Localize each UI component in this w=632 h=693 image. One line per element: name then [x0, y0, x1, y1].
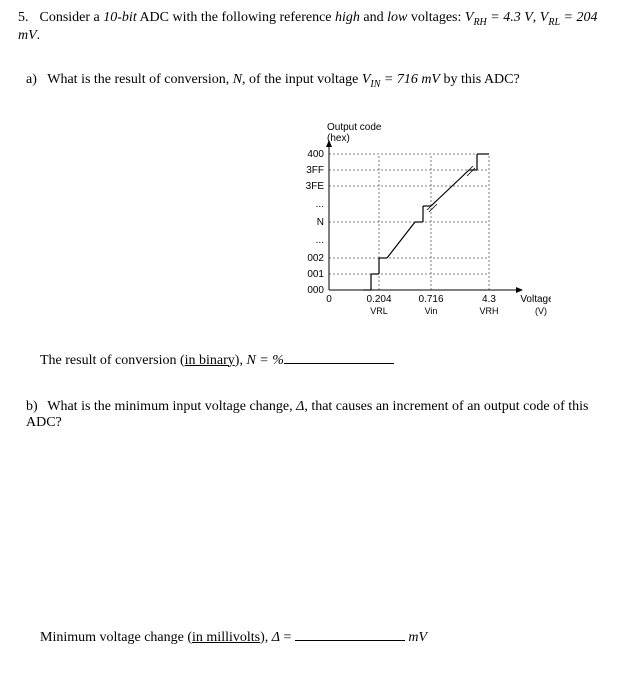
vrh-sub: RH	[473, 17, 486, 28]
xtick-sublabel: VRL	[370, 306, 388, 316]
part-b: b) What is the minimum input voltage cha…	[26, 399, 614, 431]
ytick-label: 3FE	[306, 181, 325, 192]
xtick-sublabel: Vin	[425, 306, 438, 316]
part-a: a) What is the result of conversion, N, …	[26, 72, 614, 90]
period: .	[37, 28, 41, 43]
pa-text2: , of the input voltage	[242, 72, 362, 87]
pb-answer-blank	[295, 627, 405, 641]
word-low: low	[387, 10, 407, 25]
pb-ans-prefix: Minimum voltage change (	[40, 630, 192, 645]
word-and: and	[360, 10, 387, 25]
q-text-voltages: voltages:	[407, 10, 465, 25]
pa-ans-suffix: ),	[235, 353, 247, 368]
ytick-label: 000	[307, 285, 324, 296]
vin-eq: = 716 mV	[380, 72, 440, 87]
pa-ans-N: N	[246, 353, 255, 368]
cross-mark	[467, 168, 475, 176]
part-b-answer: Minimum voltage change (in millivolts), …	[40, 627, 614, 646]
xaxis-label: Voltage	[520, 294, 551, 305]
pa-ans-prefix: The result of conversion (	[40, 353, 185, 368]
cross-mark	[429, 204, 437, 212]
pb-ans-eq: =	[280, 630, 295, 645]
x-axis-arrow-icon	[516, 287, 523, 293]
xtick-label: 4.3	[482, 294, 496, 305]
chart-ylabel1: Output code	[327, 122, 382, 133]
part-a-answer: The result of conversion (in binary), N …	[40, 350, 614, 369]
comma: ,	[533, 10, 540, 25]
pb-ans-unit: mV	[408, 630, 427, 645]
pa-answer-blank	[284, 350, 394, 364]
ytick-label: ...	[316, 235, 324, 246]
chart-ylabel2: (hex)	[327, 133, 350, 144]
xtick-label: 0.204	[366, 294, 391, 305]
question-header: 5. Consider a 10-bit ADC with the follow…	[18, 10, 614, 44]
question-number: 5.	[18, 10, 36, 26]
part-a-label: a)	[26, 72, 44, 88]
spacer	[18, 439, 614, 619]
xtick-label: 0	[326, 294, 332, 305]
pb-ans-mv: in millivolts	[192, 630, 260, 645]
ytick-label: 001	[307, 269, 324, 280]
ytick-label: 3FF	[306, 165, 324, 176]
pa-text3: by this ADC?	[440, 72, 520, 87]
pb-ans-delta: Δ	[272, 630, 280, 645]
q-text-1: Consider a	[40, 10, 104, 25]
pa-text1: What is the result of conversion,	[47, 72, 232, 87]
pb-text1: What is the minimum input voltage change…	[47, 399, 296, 414]
part-b-label: b)	[26, 399, 44, 415]
xtick-sublabel: VRH	[479, 306, 498, 316]
pa-ans-eq: = %	[256, 353, 284, 368]
pa-N: N	[233, 72, 242, 87]
xtick-label: 0.716	[418, 294, 443, 305]
pb-ans-suffix: ),	[260, 630, 272, 645]
ytick-label: 002	[307, 253, 324, 264]
q-text-2: ADC with the following reference	[137, 10, 335, 25]
stair-line	[431, 170, 469, 206]
vrl-sub: RL	[548, 17, 560, 28]
adc-chart-svg: Output code(hex)4003FF3FE...N...00200100…	[281, 120, 551, 330]
ytick-label: N	[317, 217, 324, 228]
adc-bits: 10-bit	[103, 10, 136, 25]
word-high: high	[335, 10, 360, 25]
stair-line	[387, 222, 415, 258]
vrh-eq: = 4.3 V	[487, 10, 533, 25]
ytick-label: ...	[316, 199, 324, 210]
adc-chart: Output code(hex)4003FF3FE...N...00200100…	[18, 120, 614, 330]
ytick-label: 400	[307, 149, 324, 160]
pa-ans-binary: in binary	[185, 353, 235, 368]
vin-sub: IN	[370, 79, 380, 90]
xaxis-unit: (V)	[535, 306, 547, 316]
